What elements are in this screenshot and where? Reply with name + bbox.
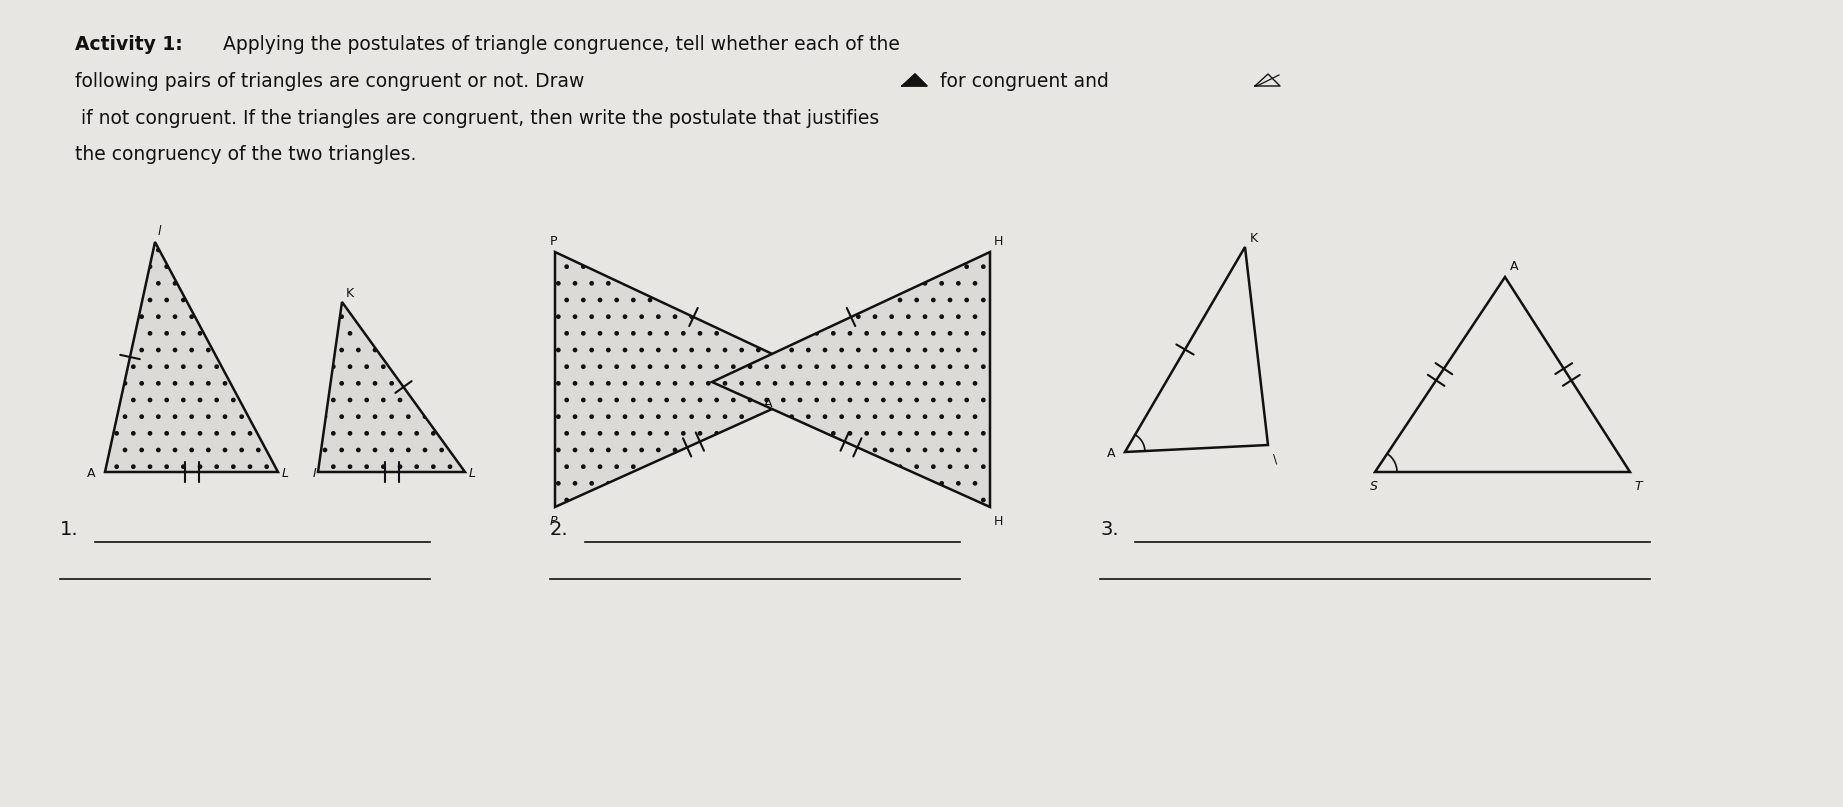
Text: following pairs of triangles are congruent or not. Draw: following pairs of triangles are congrue… xyxy=(76,72,584,91)
Text: 3.: 3. xyxy=(1100,520,1119,539)
Text: Activity 1:: Activity 1: xyxy=(76,35,182,54)
Text: L: L xyxy=(468,467,475,480)
Polygon shape xyxy=(555,252,831,507)
Text: \: \ xyxy=(1274,453,1281,466)
Text: S: S xyxy=(1369,480,1379,493)
Text: P: P xyxy=(549,515,557,528)
Text: if not congruent. If the triangles are congruent, then write the postulate that : if not congruent. If the triangles are c… xyxy=(76,109,879,128)
Polygon shape xyxy=(105,242,278,472)
Text: the congruency of the two triangles.: the congruency of the two triangles. xyxy=(76,145,417,164)
Text: l: l xyxy=(158,225,162,238)
Text: K: K xyxy=(1250,232,1259,245)
Text: 1.: 1. xyxy=(61,520,79,539)
Text: for congruent and: for congruent and xyxy=(934,72,1109,91)
Text: Applying the postulates of triangle congruence, tell whether each of the: Applying the postulates of triangle cong… xyxy=(217,35,899,54)
Polygon shape xyxy=(901,74,927,86)
Text: A: A xyxy=(1509,260,1519,273)
Text: A: A xyxy=(765,397,772,410)
Text: A: A xyxy=(1108,447,1115,460)
Text: 2.: 2. xyxy=(549,520,569,539)
Polygon shape xyxy=(319,302,464,472)
Text: I: I xyxy=(313,467,317,480)
Text: K: K xyxy=(346,287,354,300)
Text: H: H xyxy=(993,515,1003,528)
Text: H: H xyxy=(993,235,1003,248)
Text: A: A xyxy=(87,467,96,480)
Text: T: T xyxy=(1635,480,1642,493)
Text: P: P xyxy=(549,235,557,248)
Text: L: L xyxy=(282,467,289,480)
Polygon shape xyxy=(711,252,990,507)
